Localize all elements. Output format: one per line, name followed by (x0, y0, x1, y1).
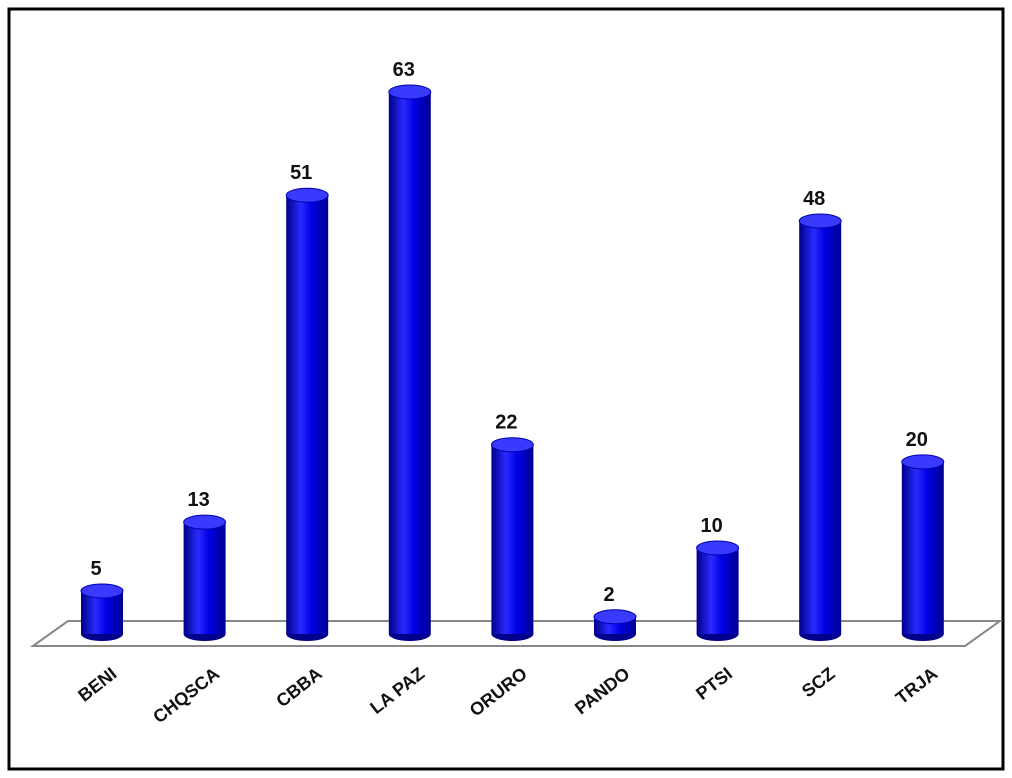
bar-top (798, 213, 842, 229)
data-label: 10 (700, 515, 722, 537)
floor (29, 620, 1004, 647)
bar-top (901, 454, 945, 470)
bar (798, 213, 842, 641)
data-label: 22 (495, 412, 517, 434)
bar-body (388, 92, 431, 634)
data-label: 5 (90, 558, 101, 580)
bar (183, 514, 227, 641)
data-label: 20 (906, 429, 928, 451)
bar-body (286, 195, 329, 634)
bar-top (183, 514, 227, 530)
bar-body (696, 547, 739, 634)
bar-top (388, 84, 432, 100)
bar (388, 84, 432, 641)
data-label: 2 (603, 584, 614, 606)
bar-top (80, 583, 124, 599)
bar-body (799, 221, 842, 635)
bar-body (901, 461, 944, 634)
bar-body (183, 522, 226, 634)
data-label: 63 (393, 59, 415, 81)
bar (490, 437, 534, 641)
bar-top (593, 609, 637, 625)
bar (901, 454, 945, 641)
data-label: 13 (187, 489, 209, 511)
bar-top (490, 437, 534, 453)
bar (593, 609, 637, 641)
bar (696, 540, 740, 641)
bar (80, 583, 124, 641)
bar-top (696, 540, 740, 556)
data-label: 51 (290, 162, 312, 184)
data-label: 48 (803, 188, 825, 210)
bar-body (491, 444, 534, 634)
frame (7, 7, 1005, 771)
bar-top (285, 187, 329, 203)
bar (285, 187, 329, 641)
